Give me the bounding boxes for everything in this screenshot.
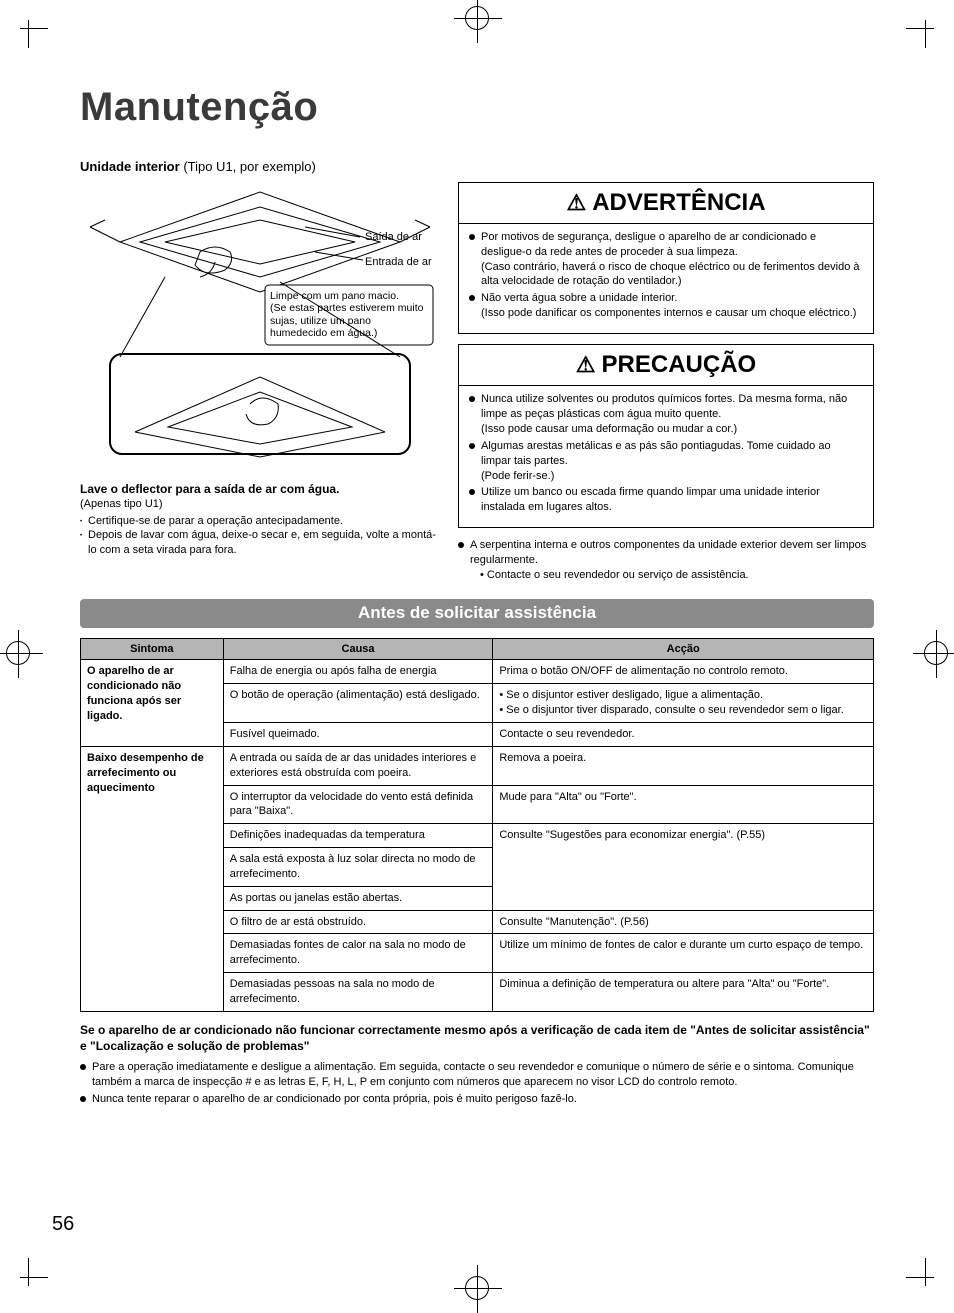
left-column: Saída de ar Entrada de ar Limpe com um p…: [80, 182, 440, 585]
crop-mark-tr: [906, 8, 946, 48]
advertencia-box: ⚠ ADVERTÊNCIA Por motivos de segurança, …: [458, 182, 874, 334]
r9-action: Consulte "Manutenção". (P.56): [493, 910, 874, 934]
adv-b1a: Por motivos de segurança, desligue o apa…: [481, 231, 816, 258]
r11-action: Diminua a definição de temperatura ou al…: [493, 973, 874, 1012]
advertencia-header: ⚠ ADVERTÊNCIA: [459, 187, 873, 224]
coil-note-sub: • Contacte o seu revendedor ou serviço d…: [470, 568, 874, 583]
r6-cause: Definições inadequadas da temperatura: [223, 824, 493, 848]
precaucao-header: ⚠ PRECAUÇÃO: [459, 349, 873, 386]
subtitle-bold: Unidade interior: [80, 159, 180, 174]
r8-cause: As portas ou janelas estão abertas.: [223, 886, 493, 910]
page-title: Manutenção: [80, 80, 874, 134]
r10-action: Utilize um mínimo de fontes de calor e d…: [493, 934, 874, 973]
sym-1: O aparelho de ar condicionado não funcio…: [81, 660, 224, 746]
caution-icon: ⚠: [576, 354, 596, 376]
prec-bullet-3: Utilize um banco ou escada firme quando …: [469, 485, 863, 515]
prec-b2a: Algumas arestas metálicas e as pás são p…: [481, 440, 831, 467]
sym-2: Baixo desempenho de arrefecimento ou aqu…: [81, 746, 224, 1011]
after-bullet-1: Pare a operação imediatamente e desligue…: [80, 1060, 874, 1090]
coil-note-bullet: A serpentina interna e outros componente…: [458, 538, 874, 583]
r4-action: Remova a poeira.: [493, 746, 874, 785]
wash-item-2: Depois de lavar com água, deixe-o secar …: [80, 528, 440, 558]
r2-action: • Se o disjuntor estiver desligado, ligu…: [493, 684, 874, 723]
r5-cause: O interruptor da velocidade do vento est…: [223, 785, 493, 824]
coil-note: A serpentina interna e outros componente…: [458, 538, 874, 583]
advertencia-title: ADVERTÊNCIA: [592, 187, 765, 219]
adv-bullet-1: Por motivos de segurança, desligue o apa…: [469, 230, 863, 289]
crop-mark-br: [906, 1258, 946, 1298]
adv-b2a: Não verta água sobre a unidade interior.: [481, 292, 677, 304]
prec-b1b: (Isso pode causar uma deformação ou muda…: [481, 422, 863, 437]
subtitle-rest: (Tipo U1, por exemplo): [183, 159, 315, 174]
registration-mark-left: [6, 641, 30, 665]
r1-cause: Falha de energia ou após falha de energi…: [223, 660, 493, 684]
r5-action: Mude para "Alta" ou "Forte".: [493, 785, 874, 824]
th-symptom: Sintoma: [81, 638, 224, 660]
callout-line1: Limpe com um pano macio.: [270, 290, 399, 302]
callout-line2: (Se estas partes estiverem muito sujas, …: [270, 302, 430, 340]
r3-action: Contacte o seu revendedor.: [493, 722, 874, 746]
page-number: 56: [52, 1211, 74, 1238]
prec-b1a: Nunca utilize solventes ou produtos quím…: [481, 393, 847, 420]
r4-cause: A entrada ou saída de ar das unidades in…: [223, 746, 493, 785]
wash-list: Certifique-se de parar a operação anteci…: [80, 514, 440, 559]
r2-cause: O botão de operação (alimentação) está d…: [223, 684, 493, 723]
r9-cause: O filtro de ar está obstruído.: [223, 910, 493, 934]
prec-bullet-1: Nunca utilize solventes ou produtos quím…: [469, 392, 863, 437]
wash-heading: Lave o deflector para a saída de ar com …: [80, 481, 440, 497]
unit-subtitle: Unidade interior (Tipo U1, por exemplo): [80, 158, 874, 176]
after-heading: Se o aparelho de ar condicionado não fun…: [80, 1022, 874, 1054]
wash-item-1: Certifique-se de parar a operação anteci…: [80, 514, 440, 529]
precaucao-title: PRECAUÇÃO: [602, 349, 757, 381]
r1-action: Prima o botão ON/OFF de alimentação no c…: [493, 660, 874, 684]
adv-bullet-2: Não verta água sobre a unidade interior.…: [469, 291, 863, 321]
r11-cause: Demasiadas pessoas na sala no modo de ar…: [223, 973, 493, 1012]
page-content: Manutenção Unidade interior (Tipo U1, po…: [80, 80, 874, 1246]
registration-mark-bottom: [465, 1276, 489, 1300]
wash-sub: (Apenas tipo U1): [80, 497, 440, 512]
coil-note-line: A serpentina interna e outros componente…: [470, 539, 866, 566]
registration-mark-top: [465, 6, 489, 30]
diagram-outlet-label: Saída de ar: [365, 231, 422, 243]
after-bullet-2: Nunca tente reparar o aparelho de ar con…: [80, 1092, 874, 1107]
crop-mark-tl: [8, 8, 48, 48]
prec-bullet-2: Algumas arestas metálicas e as pás são p…: [469, 439, 863, 484]
precaucao-box: ⚠ PRECAUÇÃO Nunca utilize solventes ou p…: [458, 344, 874, 528]
diagram-inlet-label: Entrada de ar: [365, 256, 432, 268]
troubleshoot-table: Sintoma Causa Acção O aparelho de ar con…: [80, 638, 874, 1012]
r10-cause: Demasiadas fontes de calor na sala no mo…: [223, 934, 493, 973]
th-cause: Causa: [223, 638, 493, 660]
adv-b1b: (Caso contrário, haverá o risco de choqu…: [481, 260, 863, 290]
r3-cause: Fusível queimado.: [223, 722, 493, 746]
section-band: Antes de solicitar assistência: [80, 599, 874, 628]
unit-diagram: Saída de ar Entrada de ar Limpe com um p…: [80, 182, 440, 467]
prec-b2b: (Pode ferir-se.): [481, 469, 863, 484]
right-column: ⚠ ADVERTÊNCIA Por motivos de segurança, …: [458, 182, 874, 585]
adv-b2b: (Isso pode danificar os componentes inte…: [481, 306, 863, 321]
r678-action: Consulte "Sugestões para economizar ener…: [493, 824, 874, 910]
r7-cause: A sala está exposta à luz solar directa …: [223, 848, 493, 887]
th-action: Acção: [493, 638, 874, 660]
crop-mark-bl: [8, 1258, 48, 1298]
warning-icon: ⚠: [566, 192, 586, 214]
registration-mark-right: [924, 641, 948, 665]
